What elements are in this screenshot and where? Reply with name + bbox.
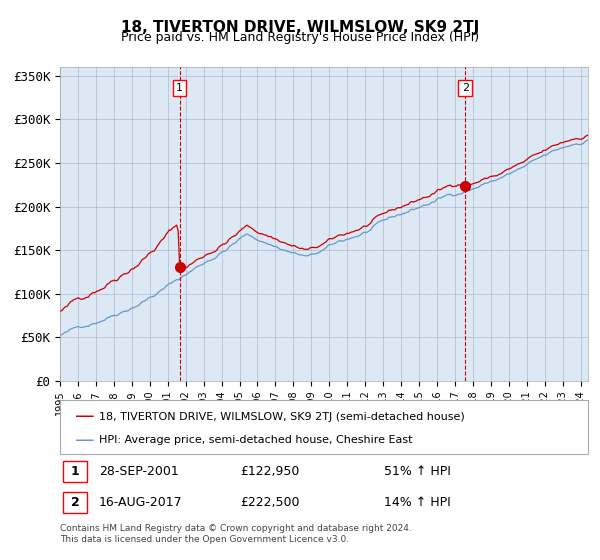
Text: 1: 1	[176, 83, 183, 93]
Text: 18, TIVERTON DRIVE, WILMSLOW, SK9 2TJ: 18, TIVERTON DRIVE, WILMSLOW, SK9 2TJ	[121, 20, 479, 35]
Text: 28-SEP-2001: 28-SEP-2001	[99, 465, 179, 478]
Text: Price paid vs. HM Land Registry's House Price Index (HPI): Price paid vs. HM Land Registry's House …	[121, 31, 479, 44]
Text: £222,500: £222,500	[240, 496, 299, 509]
Text: 2: 2	[462, 83, 469, 93]
Text: 51% ↑ HPI: 51% ↑ HPI	[384, 465, 451, 478]
Text: —: —	[75, 407, 95, 426]
Text: HPI: Average price, semi-detached house, Cheshire East: HPI: Average price, semi-detached house,…	[99, 435, 413, 445]
Text: 2: 2	[71, 496, 79, 509]
Text: £122,950: £122,950	[240, 465, 299, 478]
Text: 18, TIVERTON DRIVE, WILMSLOW, SK9 2TJ (semi-detached house): 18, TIVERTON DRIVE, WILMSLOW, SK9 2TJ (s…	[99, 412, 465, 422]
Text: 1: 1	[71, 465, 79, 478]
Text: 16-AUG-2017: 16-AUG-2017	[99, 496, 182, 509]
Text: 14% ↑ HPI: 14% ↑ HPI	[384, 496, 451, 509]
Text: Contains HM Land Registry data © Crown copyright and database right 2024.
This d: Contains HM Land Registry data © Crown c…	[60, 524, 412, 544]
Text: —: —	[75, 431, 95, 450]
